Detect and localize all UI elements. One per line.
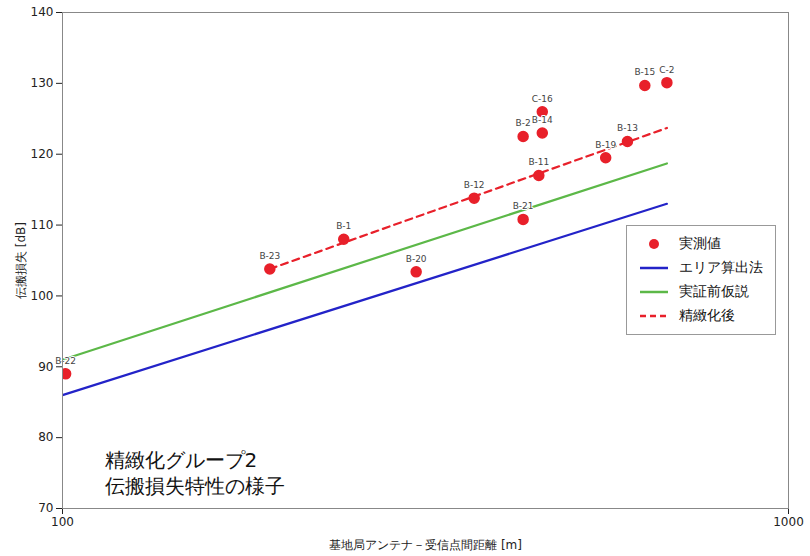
svg-text:B-21: B-21	[513, 201, 534, 211]
svg-text:B-19: B-19	[595, 140, 616, 150]
svg-text:100: 100	[51, 515, 74, 529]
svg-text:70: 70	[38, 501, 53, 515]
svg-text:B-20: B-20	[406, 254, 427, 264]
svg-text:130: 130	[31, 76, 54, 90]
html-text:実測値: 実測値	[679, 235, 721, 251]
svg-text:120: 120	[31, 147, 54, 161]
svg-text:B-14: B-14	[532, 115, 553, 125]
svg-text:B-13: B-13	[617, 123, 638, 133]
html-text:精緻化後: 精緻化後	[679, 307, 735, 323]
svg-text:B-2: B-2	[516, 118, 531, 128]
svg-text:C-16: C-16	[532, 94, 553, 104]
svg-text:基地局アンテナ－受信点間距離 [m]: 基地局アンテナ－受信点間距離 [m]	[329, 538, 522, 552]
svg-text:B-15: B-15	[634, 67, 655, 77]
svg-text:1000: 1000	[773, 515, 804, 529]
svg-text:100: 100	[31, 289, 54, 303]
svg-text:C-2: C-2	[659, 65, 674, 75]
html-text:実証前仮説: 実証前仮説	[679, 283, 749, 299]
svg-text:B-23: B-23	[259, 251, 280, 261]
svg-text:B-11: B-11	[528, 157, 549, 167]
svg-text:90: 90	[38, 360, 53, 374]
svg-text:B-22: B-22	[55, 356, 76, 366]
svg-text:伝搬損失 [dB]: 伝搬損失 [dB]	[14, 222, 28, 299]
svg-text:B-12: B-12	[464, 180, 485, 190]
svg-text:B-1: B-1	[336, 221, 351, 231]
svg-text:110: 110	[31, 218, 54, 232]
html-text:エリア算出法: エリア算出法	[679, 259, 763, 275]
svg-text:精緻化グループ2伝搬損失特性の様子: 精緻化グループ2伝搬損失特性の様子	[105, 448, 285, 498]
svg-text:140: 140	[31, 5, 54, 19]
svg-text:80: 80	[38, 430, 53, 444]
